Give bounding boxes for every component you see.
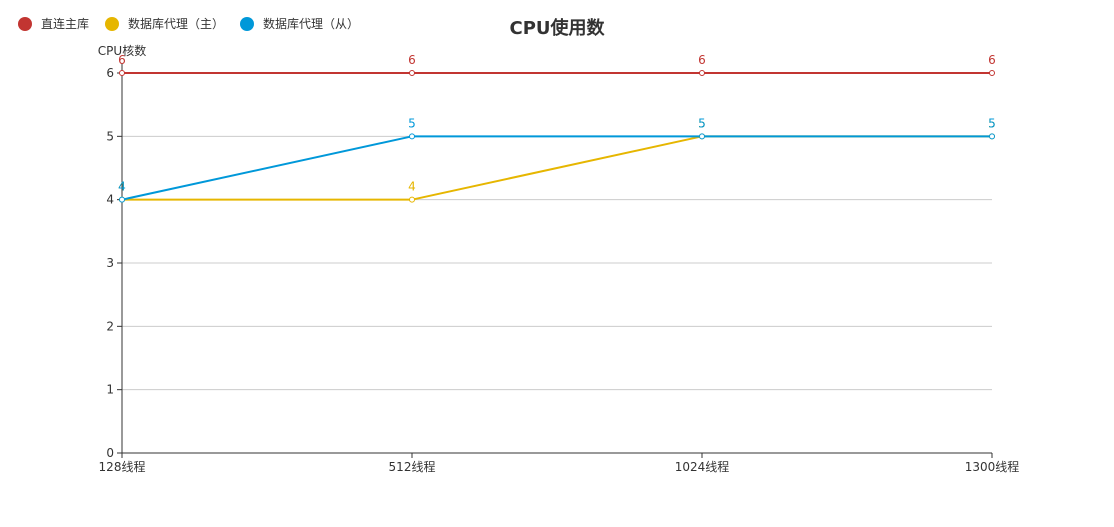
data-point — [699, 70, 705, 76]
data-label: 6 — [118, 53, 126, 67]
data-point — [699, 133, 705, 140]
legend-label: 数据库代理（从） — [263, 17, 360, 31]
data-label: 5 — [698, 116, 706, 130]
x-tick-label: 1300线程 — [965, 459, 1020, 474]
y-tick-label: 0 — [106, 446, 114, 460]
data-point — [989, 133, 995, 140]
legend-label: 直连主库 — [41, 17, 90, 31]
data-label: 4 — [408, 180, 416, 194]
data-point — [119, 70, 125, 76]
x-tick-label: 1024线程 — [675, 459, 730, 474]
legend-marker-icon — [18, 16, 32, 31]
data-point — [409, 70, 415, 76]
y-tick-label: 4 — [106, 193, 114, 207]
y-tick-label: 5 — [106, 129, 114, 143]
data-point — [119, 196, 125, 203]
y-tick-label: 2 — [106, 319, 114, 333]
legend-item-proxy-slave[interactable]: 数据库代理（从） — [240, 15, 359, 32]
legend-item-proxy-master[interactable]: 数据库代理（主） — [105, 15, 224, 32]
data-point — [409, 196, 415, 203]
y-tick-label: 1 — [106, 383, 114, 397]
series-line — [121, 135, 992, 201]
data-label: 4 — [118, 180, 126, 194]
data-label: 5 — [988, 116, 996, 130]
legend-label: 数据库代理（主） — [128, 17, 225, 31]
y-axis-label: CPU核数 — [98, 43, 146, 58]
x-tick-label: 128线程 — [99, 459, 146, 474]
data-point — [989, 70, 995, 76]
data-point — [409, 133, 415, 140]
legend-item-direct-master[interactable]: 直连主库 — [18, 15, 89, 32]
legend-marker-icon — [240, 16, 255, 31]
legend-marker-icon — [105, 16, 120, 31]
data-label: 5 — [988, 116, 996, 130]
data-label: 4 — [118, 180, 126, 194]
data-label: 6 — [988, 53, 996, 67]
data-label: 5 — [408, 116, 416, 130]
data-label: 6 — [698, 53, 706, 67]
y-tick-label: 6 — [106, 66, 114, 80]
x-tick-label: 512线程 — [389, 459, 436, 474]
y-tick-label: 3 — [106, 256, 114, 270]
data-label: 5 — [698, 116, 706, 130]
chart-legend: 直连主库 数据库代理（主） 数据库代理（从） — [18, 15, 375, 32]
data-label: 6 — [408, 53, 416, 67]
series-line — [122, 135, 992, 201]
